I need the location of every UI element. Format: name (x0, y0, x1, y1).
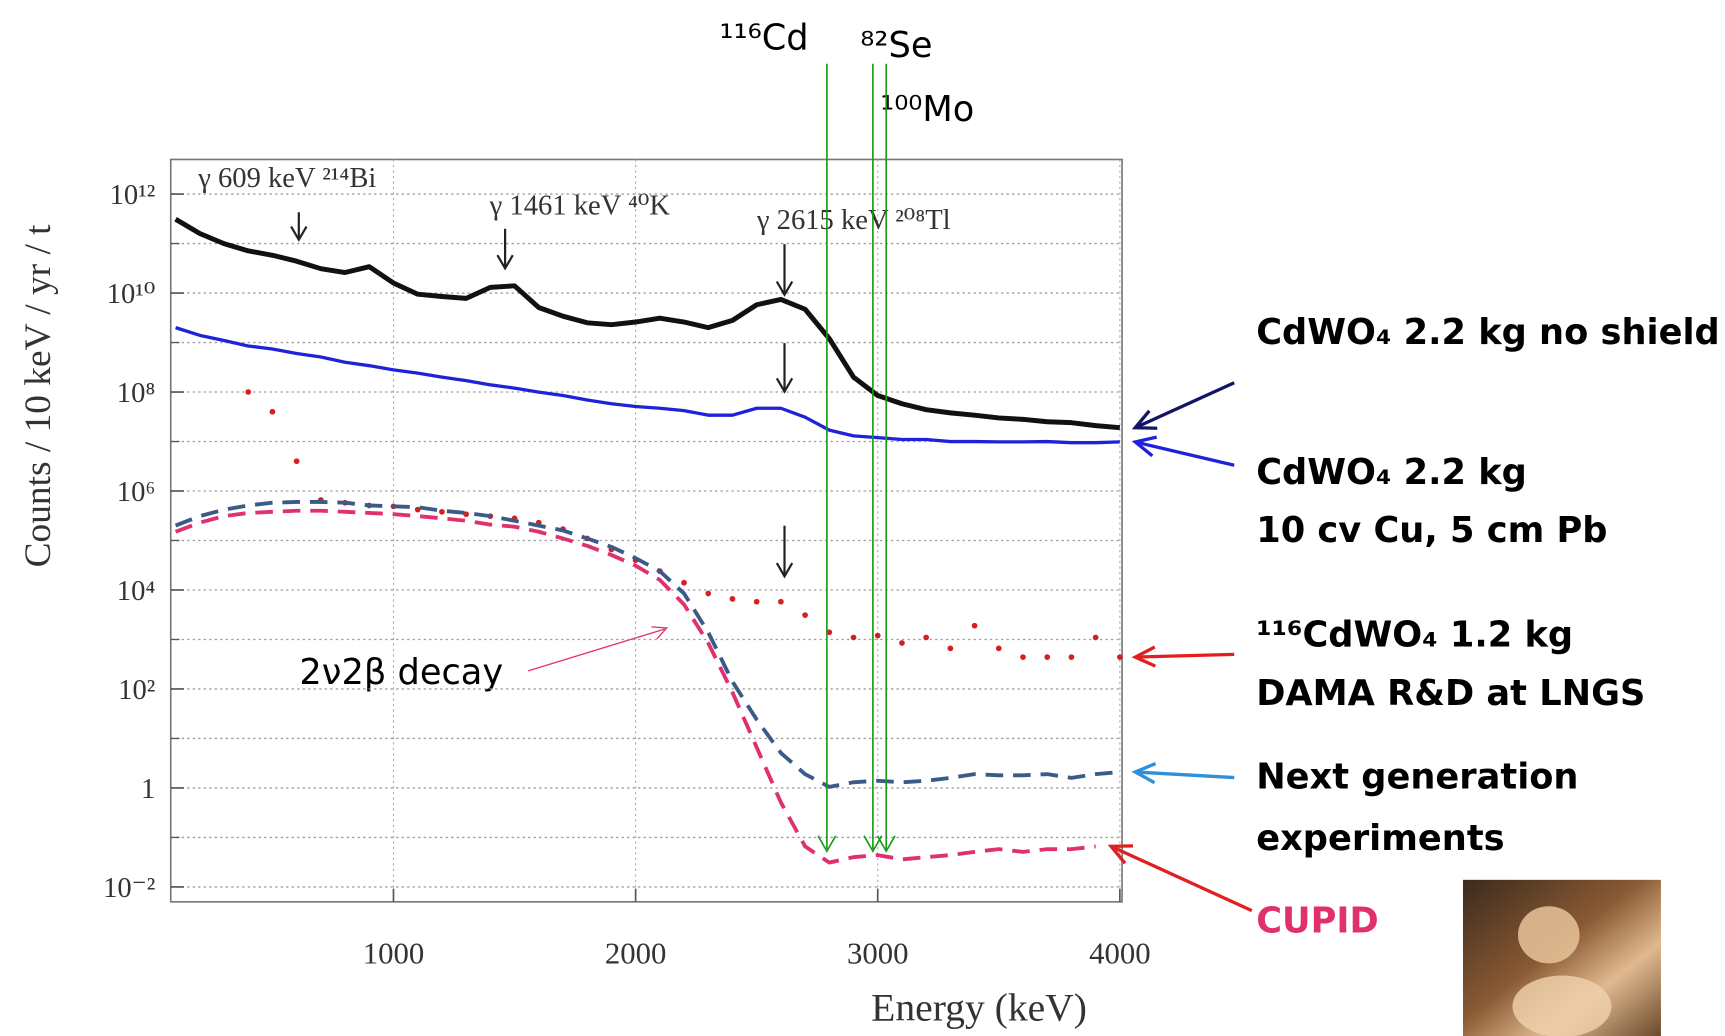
data-point (463, 511, 469, 518)
data-point (245, 389, 252, 395)
y-tick-label: 10⁶ (117, 477, 156, 508)
annotation-arrow-head (775, 377, 794, 394)
legend-arrow-head (1131, 435, 1158, 458)
legend-label: experiments (1256, 818, 1504, 859)
series-line (174, 508, 1096, 865)
y-tick-label: 1 (141, 774, 155, 805)
isotope-label: ¹¹⁶Cd (719, 17, 808, 58)
data-point (1116, 654, 1123, 660)
x-axis-label: Energy (keV) (871, 986, 1087, 1030)
data-point (729, 596, 736, 602)
data-point (971, 622, 978, 629)
legend-label: DAMA R&D at LNGS (1256, 673, 1645, 714)
y-tick-label: 10⁴ (117, 576, 156, 607)
series-line (174, 500, 1121, 789)
legend-label: CdWO₄ 2.2 kg no shield (1256, 312, 1719, 353)
data-point (1068, 654, 1075, 660)
legend-arrow (1110, 844, 1253, 913)
data-point (850, 634, 857, 641)
y-tick-label: 10⁸ (117, 378, 156, 409)
legend-label: 10 cv Cu, 5 cm Pb (1256, 510, 1607, 551)
data-point (826, 629, 833, 636)
legend-label: ¹¹⁶CdWO₄ 1.2 kg (1256, 615, 1573, 656)
decay-note-arrowhead (651, 626, 669, 640)
legend-arrow-head (1131, 645, 1156, 668)
data-point (899, 640, 905, 646)
data-point (1020, 654, 1026, 660)
legend-label: Next generation (1256, 757, 1578, 798)
data-point (923, 634, 930, 641)
data-point (874, 632, 881, 639)
legend-arrow-head (1131, 762, 1157, 785)
legend-arrow (1134, 440, 1235, 467)
plot-frame (169, 158, 1123, 903)
annotation-arrow-head (290, 226, 308, 242)
data-point (1044, 654, 1051, 660)
y-tick-label: 10² (118, 675, 155, 706)
cupid-picture-figure (1512, 975, 1612, 1036)
annotation-arrow-head (496, 254, 514, 271)
legend-arrow (1135, 770, 1235, 780)
data-point (269, 408, 276, 415)
legend-arrow-head (1131, 409, 1158, 430)
decay-note: 2ν2β decay (299, 652, 503, 693)
legend-label: CUPID (1256, 901, 1379, 942)
data-point (439, 508, 445, 515)
annotation: γ 1461 keV ⁴⁰K (489, 190, 671, 221)
annotation: γ 2615 keV ²⁰⁸Tl (756, 205, 951, 236)
x-tick-label: 4000 (1089, 936, 1151, 970)
cupid-picture-figure (1517, 906, 1580, 964)
isotope-line-head (863, 835, 883, 853)
y-tick-label: 10¹² (110, 180, 156, 211)
data-point (293, 458, 300, 465)
legend-arrow (1135, 652, 1235, 659)
data-point (947, 645, 954, 652)
y-axis-label: Counts / 10 keV / yr / t (18, 224, 59, 568)
data-point (681, 579, 687, 586)
isotope-label: ⁸²Se (860, 25, 932, 66)
decay-note-arrow (527, 628, 665, 672)
x-tick-label: 1000 (363, 936, 425, 970)
series-line (175, 326, 1120, 445)
y-tick-label: 10¹⁰ (107, 279, 156, 310)
isotope-line-head (876, 835, 896, 853)
legend-arrow (1134, 381, 1235, 430)
x-tick-label: 2000 (605, 936, 667, 970)
y-tick-label: 10⁻² (103, 873, 155, 904)
data-point (778, 598, 784, 605)
legend-label: CdWO₄ 2.2 kg (1256, 452, 1527, 493)
data-point (802, 612, 808, 619)
annotation-arrow-head (775, 280, 794, 297)
data-point (1092, 634, 1099, 641)
isotope-label: ¹⁰⁰Mo (880, 89, 974, 130)
data-point (414, 506, 421, 513)
annotation: γ 609 keV ²¹⁴Bi (197, 163, 376, 194)
annotation-arrow-head (775, 562, 794, 579)
data-point (995, 645, 1002, 652)
data-point (705, 590, 712, 597)
isotope-line-head (817, 835, 837, 853)
x-tick-label: 3000 (847, 936, 909, 970)
data-point (753, 598, 760, 605)
legend-arrow-head (1107, 844, 1134, 865)
series-line (174, 217, 1121, 431)
